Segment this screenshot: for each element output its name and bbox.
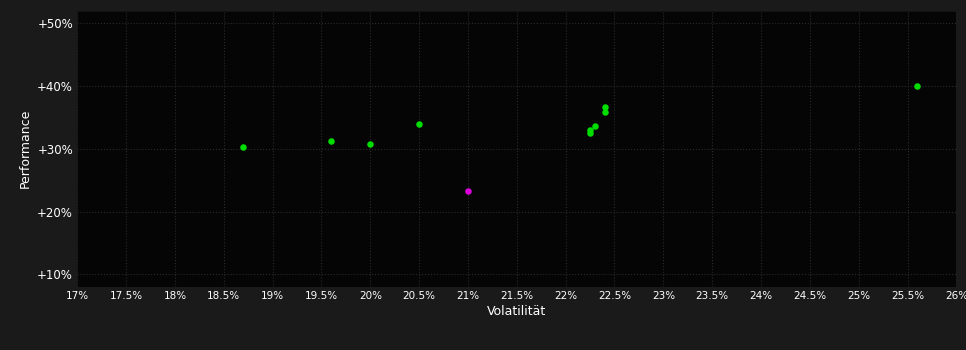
Point: [324, 138, 339, 144]
Point: [910, 83, 925, 89]
Point: [597, 104, 612, 110]
Point: [460, 188, 475, 194]
Point: [582, 127, 598, 133]
Point: [587, 123, 603, 129]
Point: [582, 130, 598, 136]
Point: [412, 121, 427, 126]
Point: [236, 145, 251, 150]
Point: [597, 110, 612, 115]
Y-axis label: Performance: Performance: [18, 109, 32, 188]
Point: [362, 141, 378, 147]
X-axis label: Volatilität: Volatilität: [487, 305, 547, 318]
